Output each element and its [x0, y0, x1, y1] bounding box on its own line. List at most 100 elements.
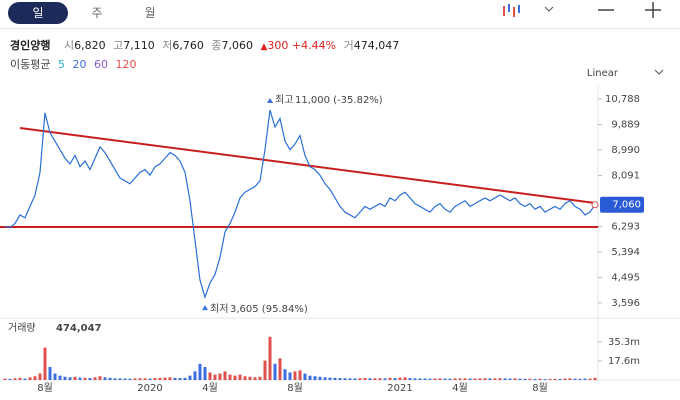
volume-bar: [423, 378, 427, 380]
volume-bar: [68, 377, 72, 380]
price-tag: 7,060: [612, 200, 641, 211]
volume-bar: [453, 378, 457, 380]
volume-bar: [23, 378, 27, 380]
volume-bar: [63, 376, 67, 380]
volume-bar: [418, 378, 422, 380]
volume-bar: [93, 377, 97, 380]
volume-bar: [428, 378, 432, 380]
y-tick-label: 5,394: [611, 247, 640, 258]
volume-bar: [468, 378, 472, 380]
dropdown[interactable]: [654, 69, 664, 75]
volume-bar: [188, 375, 192, 380]
volume-bar: [318, 376, 322, 380]
volume-bar: [398, 377, 402, 380]
volume-bar: [248, 376, 252, 380]
y-tick-label: 10,788: [605, 94, 640, 105]
volume-bar: [358, 378, 362, 380]
volume-bar: [298, 370, 302, 380]
volume-bar: [378, 378, 382, 380]
field-label: 시: [63, 39, 75, 52]
volume-bar: [508, 378, 512, 380]
tab[interactable]: 주: [91, 6, 103, 20]
icon[interactable]: [503, 6, 505, 16]
volume-bar: [558, 378, 562, 380]
ma-item[interactable]: 5: [57, 58, 65, 71]
field-label: 고: [113, 39, 124, 52]
volume-bar: [213, 374, 217, 380]
volume-bar: [338, 378, 342, 380]
x-tick-label: 4월: [452, 382, 468, 394]
last-point: [591, 201, 599, 209]
volume-bar: [288, 372, 292, 380]
dropdown[interactable]: [544, 6, 554, 12]
volume-bar: [403, 377, 407, 380]
y-tick-label: 6,293: [611, 221, 640, 232]
volume-bar: [413, 378, 417, 380]
field-label: 종: [211, 39, 222, 52]
trend-line[interactable]: [19, 127, 596, 204]
volume-bar: [463, 378, 467, 380]
field-label: 저: [162, 39, 173, 52]
volume-bar: [53, 373, 57, 380]
x-tick-label: 8월: [532, 382, 548, 394]
volume-bar: [158, 377, 162, 380]
volume-bar: [543, 379, 547, 380]
x-tick-label: 8월: [287, 382, 303, 394]
volume-bar: [503, 378, 507, 380]
y-tick-label: 3,596: [611, 298, 640, 309]
volume-bar: [353, 378, 357, 380]
tab[interactable]: 월: [144, 6, 156, 20]
volume-bar: [308, 375, 312, 380]
volume-bar: [253, 377, 257, 380]
volume-bar: [228, 374, 232, 380]
volume-bar: [38, 373, 42, 380]
volume-bar: [48, 367, 52, 380]
field-label: 거: [343, 39, 354, 52]
volume-bar: [43, 347, 47, 380]
volume-bar: [498, 378, 502, 380]
volume-bar: [588, 378, 592, 380]
volume-bar: [88, 378, 92, 380]
volume-bar: [203, 367, 207, 380]
volume-bar: [583, 378, 587, 380]
volume-bar: [563, 378, 567, 380]
volume-bar: [113, 378, 117, 380]
ma-item[interactable]: 120: [115, 58, 137, 71]
up-arrow: ▲: [260, 42, 268, 52]
field-value: 6,760: [172, 39, 204, 52]
volume-value: 474,047: [353, 39, 400, 52]
volume-bar: [223, 371, 227, 380]
volume-bar: [518, 378, 522, 380]
volume-bar: [533, 378, 537, 380]
volume-bar: [383, 378, 387, 380]
icon: [513, 7, 515, 17]
y-tick-label: 8,091: [611, 170, 640, 181]
volume-bar: [33, 376, 37, 380]
volume-bar: [368, 378, 372, 380]
tab[interactable]: 일: [8, 2, 68, 24]
toolbar-icons: [503, 2, 661, 18]
volume-bar: [293, 371, 297, 380]
volume-bar: [573, 378, 577, 380]
change-pct: +4.44%: [291, 39, 337, 52]
volume-bar: [183, 377, 187, 380]
ma-item[interactable]: 20: [72, 58, 87, 71]
volume-bar: [273, 363, 277, 380]
volume-bar: [513, 378, 517, 380]
scale-mode[interactable]: Linear: [587, 68, 619, 79]
volume-bar: [528, 378, 532, 380]
volume-bar: [168, 377, 172, 380]
price-tag-box: [600, 196, 644, 213]
ma-item[interactable]: 60: [93, 58, 108, 71]
volume-bar: [118, 378, 122, 380]
field-value: 6,820: [74, 39, 106, 52]
volume-bar: [373, 378, 377, 380]
volume-bar: [388, 377, 392, 380]
volume-bar: [108, 377, 112, 380]
volume-bar: [483, 378, 487, 380]
volume-bar: [193, 371, 197, 380]
high-value: 11,000 (-35.82%): [295, 95, 383, 106]
icon: [518, 5, 520, 13]
volume-bar: [548, 378, 552, 380]
